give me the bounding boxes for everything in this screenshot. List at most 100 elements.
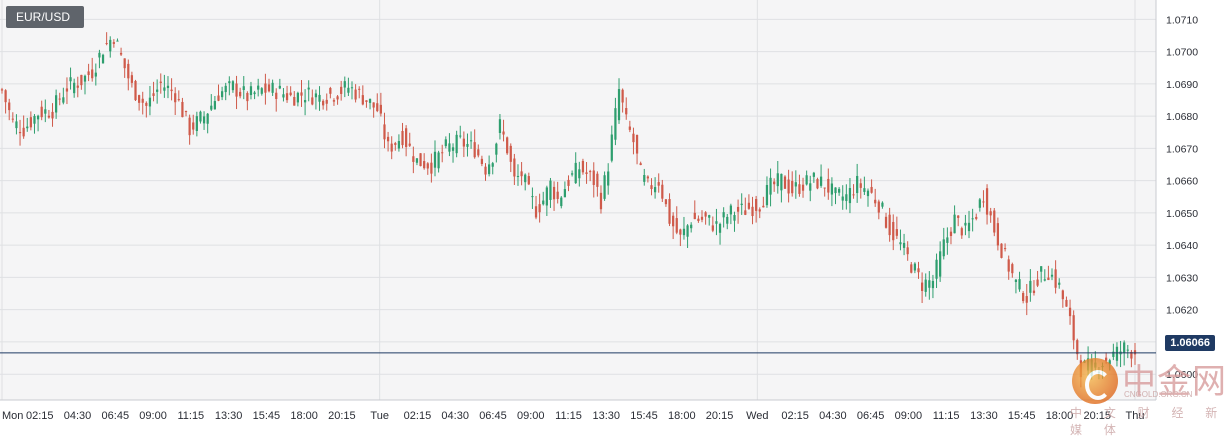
candle-up [433,151,437,168]
candle-up [524,174,527,183]
candle-down [386,136,390,142]
candle-up [812,172,815,177]
candle-down [480,158,484,164]
candle-up [202,116,206,124]
candle-down [700,216,704,220]
candle-up [307,87,310,90]
candle-up [73,82,76,94]
symbol-badge[interactable]: EUR/USD [6,6,85,28]
candle-up [574,162,577,184]
candle-up [220,91,224,98]
candle-down [823,187,826,189]
x-tick-label: 06:45 [857,410,885,422]
candle-down [1054,269,1057,288]
candle-down [1003,248,1007,250]
candle-down [217,95,220,101]
candle-down [798,184,801,194]
candle-up [199,111,202,122]
candle-down [783,176,787,189]
candle-down [993,210,996,233]
x-tick-label: 02:15 [781,410,809,422]
x-tick-label: 20:15 [706,410,734,422]
candle-down [567,179,570,186]
x-tick-label: 06:45 [102,410,130,422]
candle-up [913,263,917,271]
candle-up [231,81,235,91]
candle-down [762,205,765,208]
candle-up [166,85,170,89]
candle-up [809,183,812,191]
candle-down [87,71,90,76]
candle-down [293,96,296,106]
x-tick-label: 02:15 [26,410,54,422]
candle-up [303,99,307,103]
candle-down [462,138,465,147]
candle-down [747,202,751,209]
candle-up [69,77,72,82]
candle-up [563,189,567,198]
candle-up [978,199,981,208]
candle-up [469,140,473,142]
candle-up [350,87,354,89]
candle-up [726,216,729,224]
candle-down [11,118,14,120]
candle-down [711,225,714,231]
candle-down [1133,350,1137,355]
watermark-name: 中金网 [1122,362,1227,402]
candle-up [545,187,548,206]
candle-up [942,239,945,257]
candle-down [372,102,375,108]
candle-down [47,115,51,118]
candle-up [953,214,956,234]
candle-down [755,198,758,211]
candle-up [109,39,112,52]
candle-down [506,137,509,154]
candle-up [437,152,440,169]
candle-up [946,237,949,243]
candle-down [877,201,880,213]
candle-up [733,215,736,221]
candle-down [188,117,191,136]
candle-down [246,92,249,102]
candle-down [599,192,603,210]
candle-down [76,85,79,88]
candle-down [275,92,278,100]
candle-up [690,224,693,229]
watermark: 中金网 CNGOLD.ORG.CN 中 文 财 经 新 媒 体 [1068,352,1228,437]
candle-up [542,200,545,205]
candle-down [513,158,516,177]
candle-up [924,279,927,292]
candle-up [26,126,29,129]
x-tick-label: 13:30 [593,410,621,422]
candle-up [397,141,401,149]
candle-up [834,187,837,194]
candle-down [675,218,678,233]
candle-up [653,187,657,193]
candle-down [289,92,292,96]
candle-up [249,86,253,96]
candle-down [123,58,126,69]
candle-down [130,75,134,83]
candle-up [881,202,884,207]
candle-up [1043,279,1046,281]
candle-up [617,89,621,121]
x-tick-label: 15:45 [253,410,281,422]
x-tick-label: 15:45 [630,410,658,422]
candle-down [884,216,888,228]
candle-up [195,116,198,131]
candle-down [390,143,393,152]
candle-down [996,223,1000,246]
candle-up [44,109,47,114]
candle-down [181,101,184,118]
y-tick-label: 1.0660 [1166,176,1198,188]
candle-down [408,143,411,146]
candle-up [1050,274,1054,277]
candle-down [639,163,642,166]
candle-down [596,173,599,187]
candle-up [98,52,101,58]
candle-up [83,75,87,82]
candle-down [1022,292,1025,302]
candle-down [137,95,141,103]
candle-down [340,86,343,94]
candle-up [1014,279,1018,282]
